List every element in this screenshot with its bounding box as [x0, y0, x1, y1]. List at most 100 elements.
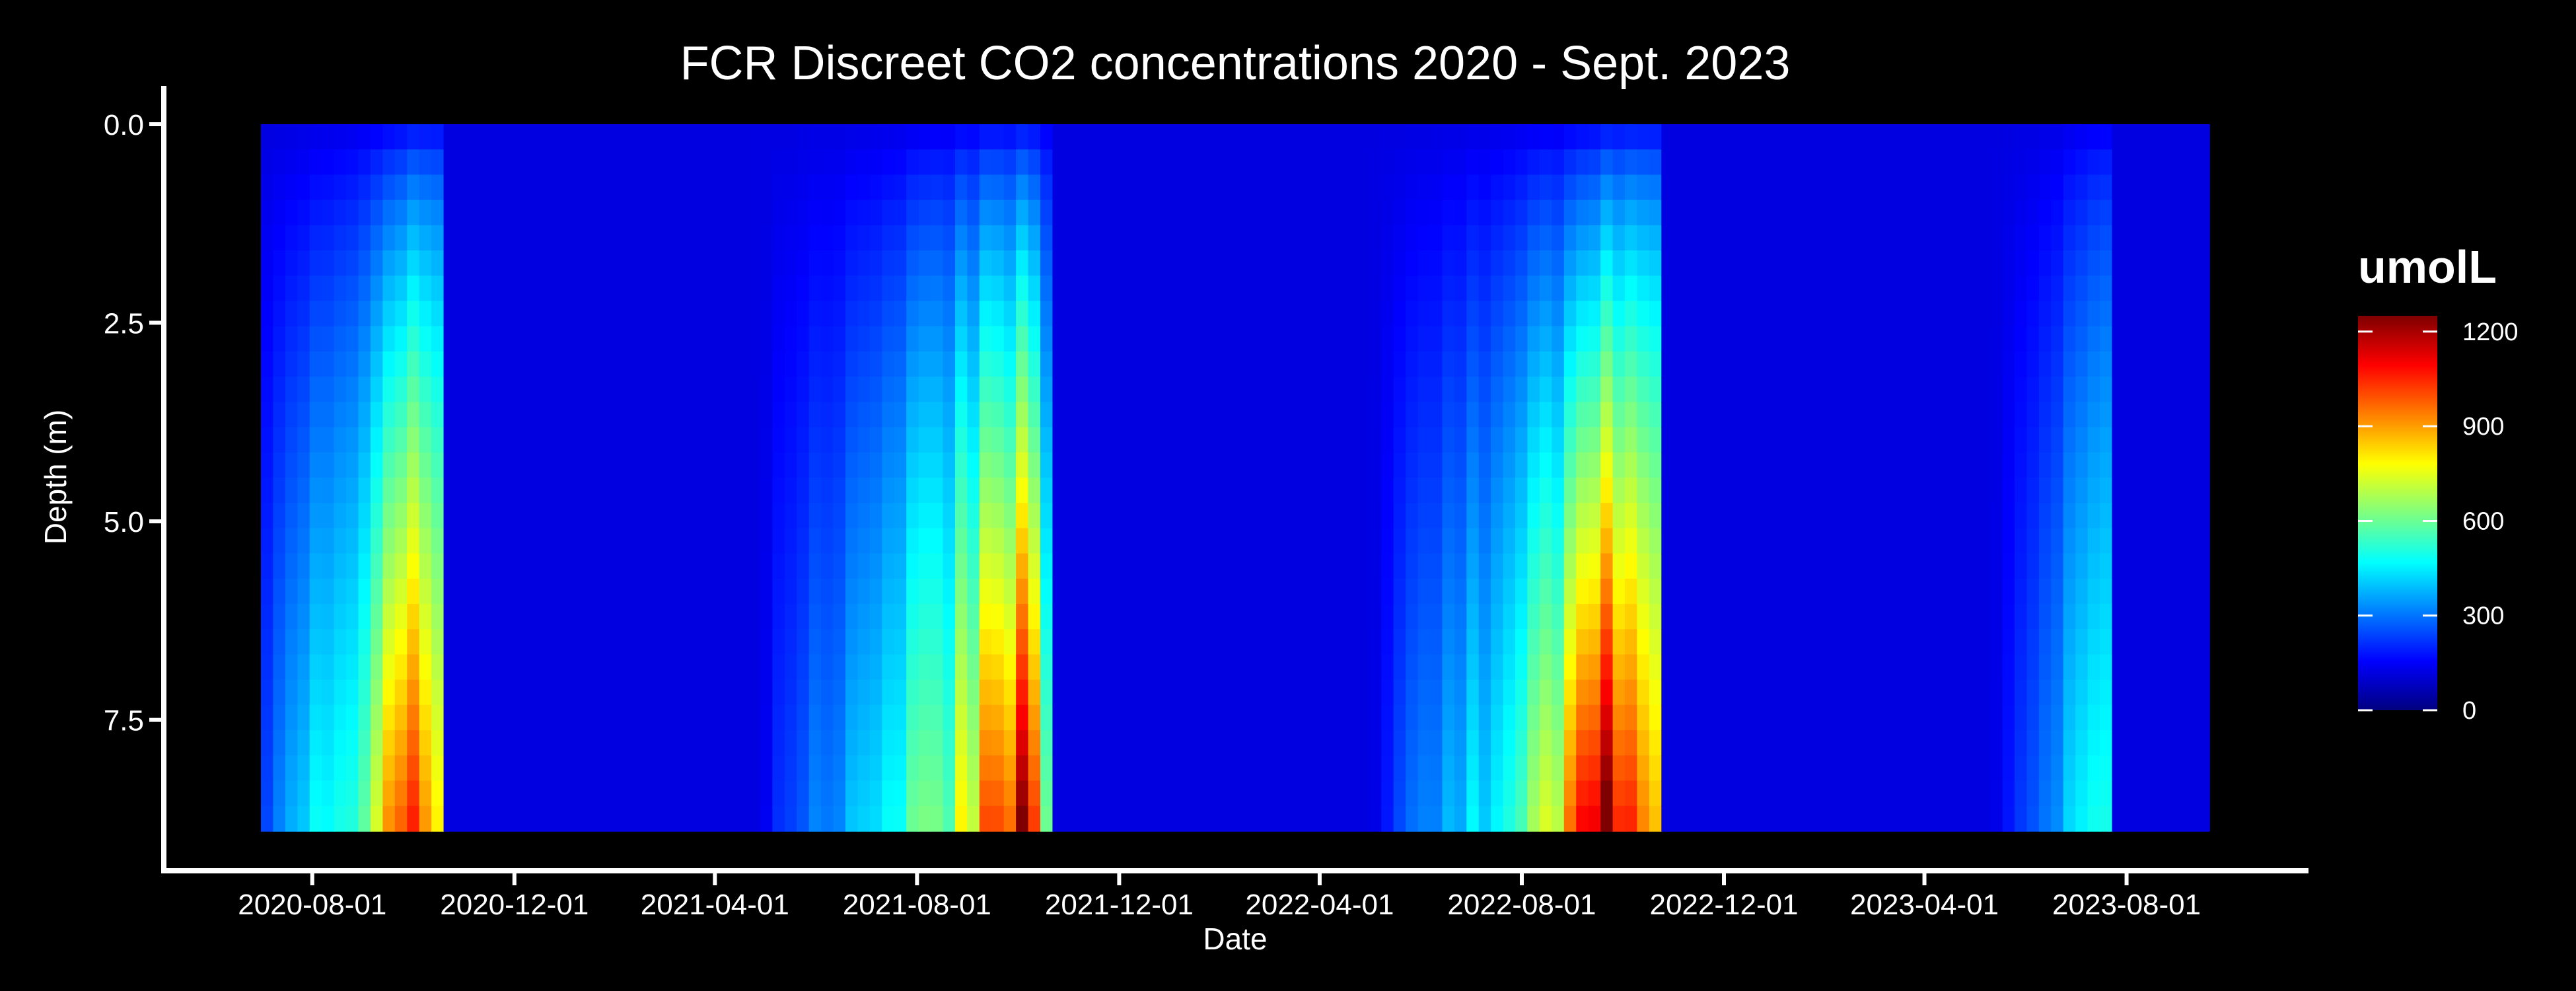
heatmap-cell [1344, 503, 1358, 529]
heatmap-cell [1126, 503, 1139, 529]
heatmap-cell [931, 149, 944, 176]
heatmap-cell [468, 200, 481, 226]
heatmap-cell [821, 225, 834, 251]
heatmap-cell [1149, 149, 1163, 176]
heatmap-cell [2172, 503, 2186, 529]
heatmap-cell [1491, 452, 1504, 478]
heatmap-cell [1625, 528, 1638, 554]
heatmap-cell [1941, 427, 1954, 453]
heatmap-cell [808, 225, 822, 251]
heatmap-cell [1478, 402, 1491, 428]
heatmap-cell [2112, 174, 2125, 201]
heatmap-cell [1259, 654, 1273, 680]
heatmap-cell [723, 377, 736, 403]
heatmap-cell [492, 604, 505, 630]
heatmap-cell [1040, 301, 1054, 327]
heatmap-cell [674, 654, 688, 680]
heatmap-cell [394, 301, 408, 327]
heatmap-cell [2015, 704, 2028, 731]
heatmap-cell [443, 124, 456, 151]
heatmap-cell [699, 250, 712, 277]
heatmap-cell [1259, 478, 1273, 504]
heatmap-cell [1369, 174, 1382, 201]
heatmap-cell [382, 704, 396, 731]
heatmap-cell [1868, 351, 1881, 377]
heatmap-cell [431, 578, 445, 605]
heatmap-cell [1149, 427, 1163, 453]
heatmap-cell [1746, 503, 1760, 529]
heatmap-cell [261, 149, 274, 176]
heatmap-cell [577, 149, 590, 176]
heatmap-cell [1344, 730, 1358, 756]
heatmap-cell [711, 402, 725, 428]
heatmap-cell [1016, 553, 1029, 579]
heatmap-cell [394, 654, 408, 680]
heatmap-cell [1929, 225, 1943, 251]
heatmap-cell [2063, 679, 2076, 706]
heatmap-cell [1503, 200, 1516, 226]
heatmap-cell [797, 250, 810, 277]
heatmap-cell [1466, 805, 1480, 832]
heatmap-cell [407, 377, 420, 403]
heatmap-cell [918, 402, 931, 428]
heatmap-cell [1126, 200, 1139, 226]
heatmap-cell [528, 377, 542, 403]
heatmap-cell [358, 351, 371, 377]
heatmap-cell [1344, 679, 1358, 706]
heatmap-cell [261, 326, 274, 352]
heatmap-cell [285, 275, 299, 302]
heatmap-cell [1003, 427, 1017, 453]
heatmap-cell [651, 149, 664, 176]
heatmap-cell [407, 124, 420, 151]
heatmap-cell [1698, 679, 1711, 706]
x-tick-label: 2022-08-01 [1447, 889, 1596, 921]
heatmap-cell [1198, 704, 1211, 731]
heatmap-cell [906, 654, 919, 680]
heatmap-cell [894, 174, 907, 201]
heatmap-cell [991, 604, 1005, 630]
heatmap-cell [1235, 679, 1248, 706]
heatmap-cell [1211, 326, 1224, 352]
heatmap-cell [1966, 427, 1979, 453]
heatmap-cell [1637, 629, 1650, 655]
heatmap-cell [1722, 351, 1735, 377]
heatmap-cell [687, 301, 700, 327]
heatmap-cell [1040, 679, 1054, 706]
heatmap-cell [1174, 427, 1188, 453]
heatmap-cell [492, 149, 505, 176]
heatmap-cell [638, 679, 651, 706]
heatmap-cell [261, 377, 274, 403]
heatmap-cell [1308, 275, 1321, 302]
heatmap-cell [723, 225, 736, 251]
heatmap-cell [2161, 528, 2174, 554]
heatmap-cell [2063, 478, 2076, 504]
heatmap-cell [1162, 755, 1175, 782]
heatmap-cell [991, 402, 1005, 428]
heatmap-cell [382, 351, 396, 377]
heatmap-cell [943, 730, 956, 756]
heatmap-cell [1941, 654, 1954, 680]
heatmap-cell [808, 427, 822, 453]
heatmap-cell [662, 503, 676, 529]
heatmap-cell [1637, 326, 1650, 352]
heatmap-cell [565, 225, 579, 251]
heatmap-cell [1211, 452, 1224, 478]
heatmap-cell [504, 326, 517, 352]
heatmap-cell [1089, 780, 1102, 807]
heatmap-cell [1308, 780, 1321, 807]
heatmap-cell [943, 478, 956, 504]
heatmap-cell [1016, 704, 1029, 731]
heatmap-cell [1320, 654, 1334, 680]
heatmap-cell [297, 503, 310, 529]
heatmap-cell [517, 225, 530, 251]
heatmap-cell [1686, 452, 1699, 478]
heatmap-cell [297, 174, 310, 201]
heatmap-cell [1673, 452, 1686, 478]
heatmap-cell [1758, 225, 1772, 251]
heatmap-cell [1393, 326, 1406, 352]
heatmap-cell [1381, 805, 1394, 832]
heatmap-cell [1600, 604, 1614, 630]
heatmap-cell [1552, 149, 1565, 176]
heatmap-cell [687, 578, 700, 605]
heatmap-cell [869, 553, 883, 579]
